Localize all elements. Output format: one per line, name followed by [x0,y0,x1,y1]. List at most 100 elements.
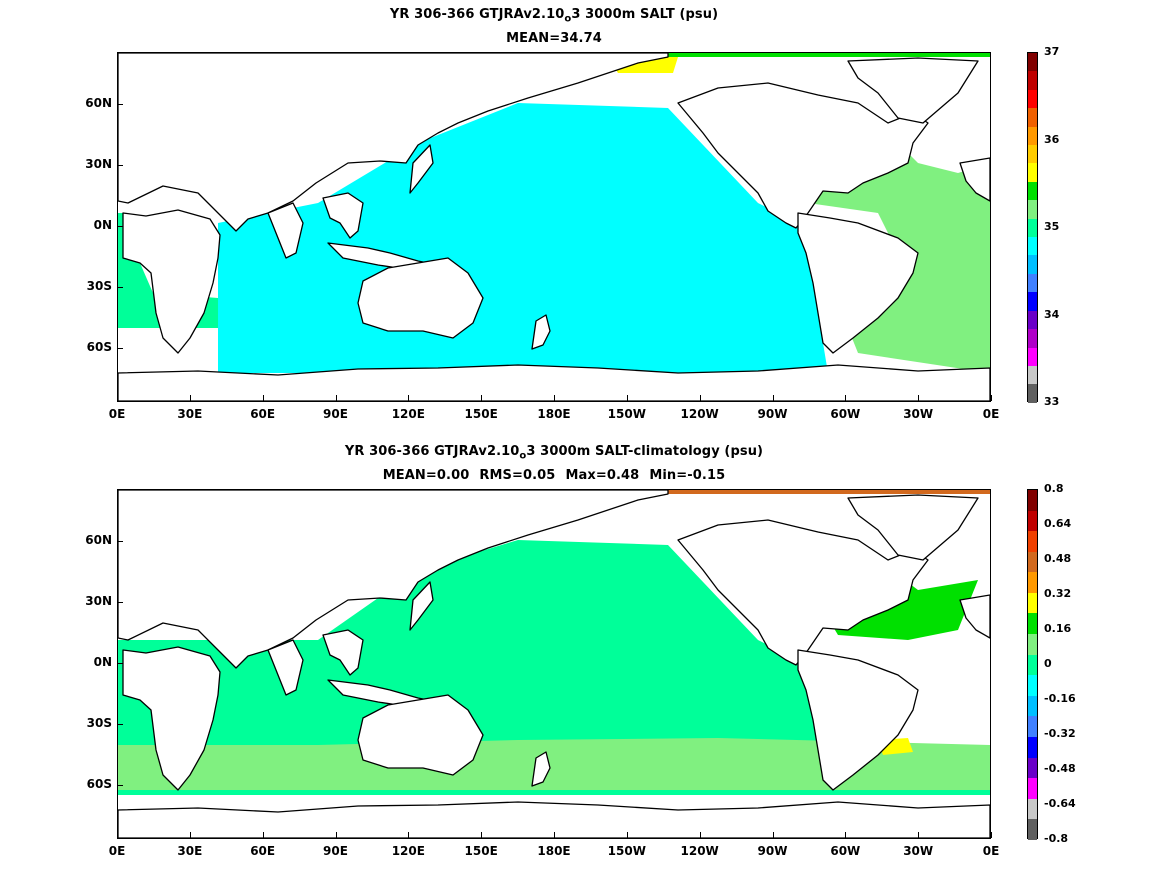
colorbar-swatch [1028,778,1037,799]
landmass-eurasia [118,490,669,669]
salinity-colorbar [1027,52,1038,403]
longitude-tick-label: 0E [982,407,1000,421]
latitude-tick-label: 60N [85,533,112,547]
longitude-tick-label: 150W [607,844,646,858]
panel1-title: YR 306-366 GTJRAv2.10o3 3000m SALT (psu) [389,7,719,25]
colorbar-swatch [1028,384,1037,403]
colorbar-swatch [1028,716,1037,737]
landmass-samerica [797,212,919,354]
longitude-tick-mark [117,832,118,838]
latitude-tick-label: 60S [86,340,112,354]
longitude-tick-label: 120W [680,844,719,858]
longitude-tick-label: 60W [830,407,861,421]
latitude-tick-label: 60S [86,777,112,791]
latitude-tick-label: 30S [86,279,112,293]
longitude-tick-label: 0E [108,407,126,421]
landmass-greenland [847,57,979,124]
longitude-tick-mark [262,832,264,838]
latitude-tick-label: 30N [85,157,112,171]
salinity-field [118,53,990,401]
colorbar-tick-label: -0.32 [1044,727,1076,740]
longitude-tick-mark [626,832,628,838]
latitude-tick-mark [117,602,123,603]
colorbar-swatch [1028,145,1037,164]
colorbar-tick-label: 35 [1044,220,1060,233]
longitude-tick-label: 60E [250,844,276,858]
colorbar-swatch [1028,572,1037,593]
longitude-tick-label: 0E [108,844,126,858]
landmass-iberia [959,594,990,639]
longitude-tick-mark [408,832,410,838]
longitude-tick-mark [408,395,410,401]
landmass-japan [409,581,434,631]
latitude-tick-mark [117,165,123,166]
landmass-india [267,202,304,259]
longitude-tick-label: 150E [464,844,498,858]
colorbar-swatch [1028,592,1037,614]
panel2-title: YR 306-366 GTJRAv2.10o3 3000m SALT-clima… [344,444,764,462]
panel1-mean: MEAN=34.74 [506,31,602,46]
colorbar-swatch [1028,108,1037,127]
latitude-tick-label: 60N [85,96,112,110]
longitude-tick-label: 90W [757,407,788,421]
longitude-tick-mark [189,832,191,838]
longitude-tick-label: 120W [680,407,719,421]
longitude-tick-mark [918,395,920,401]
longitude-tick-mark [262,395,264,401]
longitude-tick-mark [991,395,992,401]
longitude-tick-label: 60W [830,844,861,858]
latitude-tick-mark [117,663,123,664]
longitude-tick-mark [554,832,555,838]
anomaly-neutral-basin [118,540,990,795]
colorbar-swatch [1028,695,1037,717]
landmass-antarctica [118,364,990,401]
colorbar-swatch [1028,237,1037,256]
colorbar-swatch [1028,654,1037,676]
longitude-tick-mark [845,395,847,401]
colorbar-tick-label: 37 [1044,45,1060,58]
longitude-tick-label: 180E [537,407,571,421]
landmass-antarctica [118,801,990,838]
colorbar-swatch [1028,757,1037,779]
colorbar-tick-label: 0.8 [1044,482,1064,495]
latitude-tick-mark [117,785,123,786]
colorbar-tick-label: 36 [1044,132,1060,146]
latitude-tick-label: 0N [93,655,112,669]
colorbar-swatch [1028,798,1037,820]
landmass-africa [122,209,221,354]
colorbar-swatch [1028,200,1037,219]
colorbar-swatch [1028,490,1037,511]
colorbar-tick-label: 0.32 [1044,587,1072,600]
longitude-tick-mark [481,395,483,401]
landmass-india [267,639,304,696]
colorbar-swatch [1028,255,1037,274]
colorbar-tick-label: 0.48 [1044,552,1072,565]
colorbar-swatch [1028,819,1037,840]
longitude-tick-mark [991,832,992,838]
longitude-tick-mark [626,395,628,401]
longitude-tick-mark [699,395,701,401]
landmass-iberia [959,157,990,202]
colorbar-tick-label: -0.8 [1044,832,1069,845]
landmass-nz [531,751,551,787]
colorbar-swatch [1028,126,1037,146]
landmass-australia [357,257,484,339]
longitude-tick-mark [189,395,191,401]
colorbar-tick-label: -0.48 [1044,762,1076,775]
longitude-tick-mark [699,832,701,838]
longitude-tick-label: 90W [757,844,788,858]
longitude-tick-mark [335,395,337,401]
longitude-tick-mark [772,395,774,401]
colorbar-swatch [1028,347,1037,366]
latitude-tick-mark [117,104,123,105]
colorbar-swatch [1028,292,1037,311]
colorbar-swatch [1028,531,1037,552]
latitude-tick-mark [117,348,123,349]
latitude-tick-mark [117,724,123,725]
colorbar-swatch [1028,675,1037,696]
longitude-tick-label: 90E [323,844,348,858]
anomaly-field [118,490,990,838]
colorbar-swatch [1028,71,1037,90]
longitude-tick-mark [772,832,774,838]
landmass-samerica [797,649,919,791]
